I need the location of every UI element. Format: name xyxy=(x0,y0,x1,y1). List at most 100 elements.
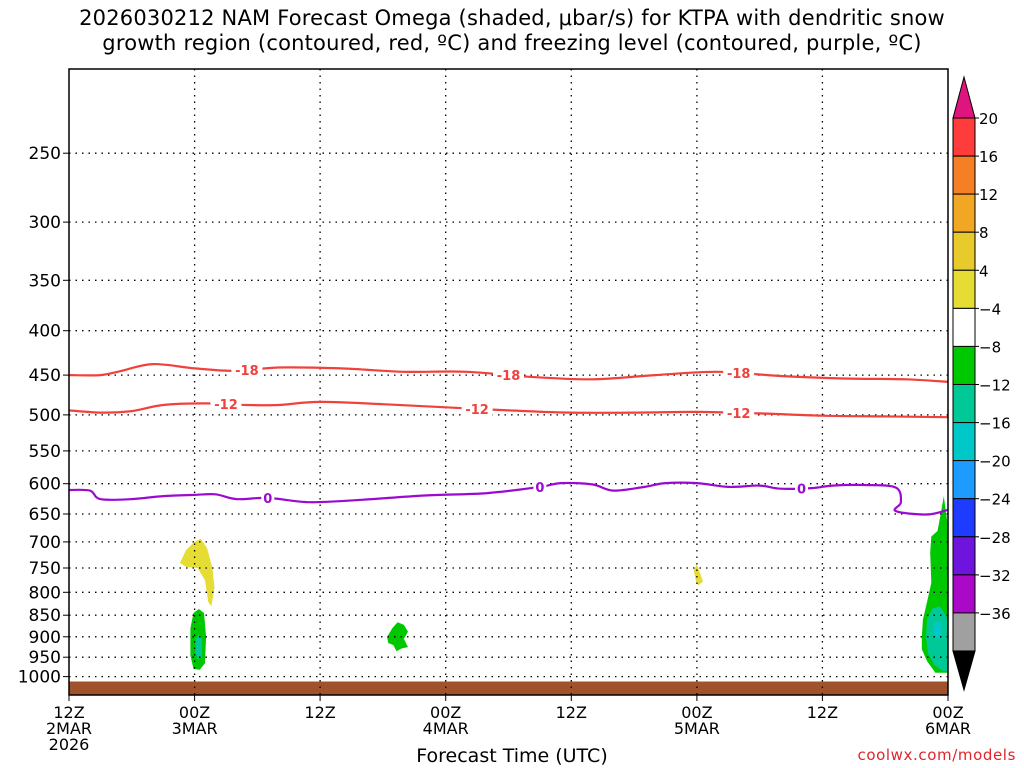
omega-teal-region xyxy=(195,634,202,660)
colorbar-label: 4 xyxy=(979,262,989,280)
contour-label: -12 xyxy=(214,398,238,413)
time-tick-label: 12Z xyxy=(556,703,587,722)
omega-yellow-region xyxy=(693,564,704,586)
contour-label: -12 xyxy=(465,403,489,418)
colorbar-swatch xyxy=(952,307,976,347)
pressure-tick-label: 700 xyxy=(29,533,61,553)
pressure-tick-label: 600 xyxy=(29,475,61,495)
contour-line xyxy=(69,400,948,419)
pressure-tick-label: 650 xyxy=(29,505,61,525)
colorbar-swatch xyxy=(952,536,976,576)
plot-frame xyxy=(68,68,949,696)
colorbar-label: −32 xyxy=(979,567,1011,585)
pressure-tick-label: 950 xyxy=(29,648,61,668)
contour-label: 0 xyxy=(263,492,272,507)
contour-label-background xyxy=(210,396,242,412)
contour-label: -18 xyxy=(727,367,751,382)
contour-label: -18 xyxy=(235,364,259,379)
colorbar-label: 8 xyxy=(979,224,989,242)
colorbar-label: −28 xyxy=(979,529,1011,547)
colorbar-swatch xyxy=(952,422,976,462)
colorbar-top-arrow xyxy=(952,75,976,119)
contour-label-background xyxy=(231,362,263,378)
time-tick-label: 12Z xyxy=(807,703,838,722)
omega-shading-layer xyxy=(69,496,948,695)
contour-label-background xyxy=(723,404,755,420)
ground-surface xyxy=(69,681,948,695)
omega-green-region xyxy=(387,622,408,652)
colorbar-label: −16 xyxy=(979,415,1011,433)
time-tick-label: 00Z xyxy=(932,703,963,722)
omega-cyan-region xyxy=(933,620,942,639)
contour-label-background xyxy=(261,489,275,505)
colorbar-swatch xyxy=(952,384,976,424)
colorbar-label: −36 xyxy=(979,605,1011,623)
colorbar-swatch xyxy=(952,117,976,157)
time-tick-label: 2026 xyxy=(49,735,90,754)
pressure-tick-label: 850 xyxy=(29,606,61,626)
contour-label-background xyxy=(795,480,808,496)
colorbar-swatch xyxy=(952,498,976,538)
contour-label: 0 xyxy=(797,482,806,497)
colorbar-swatch xyxy=(952,345,976,385)
colorbar-label: −24 xyxy=(979,491,1011,509)
chart-title-line2: growth region (contoured, red, ºC) and f… xyxy=(102,31,922,55)
colorbar-bottom-arrow xyxy=(952,650,976,692)
contour-label-background xyxy=(493,367,524,383)
colorbar-label: −12 xyxy=(979,377,1011,395)
pressure-tick-label: 750 xyxy=(29,559,61,579)
time-tick-label: 5MAR xyxy=(674,719,720,738)
contour-label-background xyxy=(533,478,547,494)
colorbar-swatch xyxy=(952,269,976,309)
contour-label-background xyxy=(461,400,493,416)
chart-title: 2026030212 NAM Forecast Omega (shaded, μ… xyxy=(0,6,1024,56)
colorbar-label: 16 xyxy=(979,148,998,166)
time-tick-label: 12Z xyxy=(53,703,84,722)
x-axis-title: Forecast Time (UTC) xyxy=(416,745,608,767)
contour-line xyxy=(69,481,948,516)
colorbar-swatch xyxy=(952,231,976,271)
contour-label: -12 xyxy=(727,407,751,422)
colorbar-label: −4 xyxy=(979,300,1001,318)
pressure-tick-label: 550 xyxy=(29,442,61,462)
chart-title-line1: 2026030212 NAM Forecast Omega (shaded, μ… xyxy=(79,6,945,30)
pressure-tick-label: 800 xyxy=(29,583,61,603)
time-tick-label: 00Z xyxy=(681,703,712,722)
pressure-tick-label: 400 xyxy=(29,322,61,342)
pressure-tick-label: 1000 xyxy=(18,668,61,688)
time-tick-label: 12Z xyxy=(304,703,335,722)
time-tick-label: 00Z xyxy=(430,703,461,722)
omega-yellow-region xyxy=(179,538,215,607)
pressure-tick-label: 300 xyxy=(29,213,61,233)
colorbar-swatch xyxy=(952,193,976,233)
pressure-tick-label: 900 xyxy=(29,628,61,648)
colorbar-swatch xyxy=(952,612,976,652)
omega-teal-region xyxy=(926,606,948,671)
contour-label: -18 xyxy=(497,369,521,384)
time-tick-label: 2MAR xyxy=(46,719,92,738)
colorbar-swatch xyxy=(952,574,976,614)
pressure-axis: 2503003504004505005506006507007508008509… xyxy=(18,144,69,688)
omega-colorbar: 20 16 12 8 4 −4 −8 −12 −16 −20 −24 −28 −32 −36 xyxy=(952,75,1011,692)
contour-line xyxy=(69,362,948,383)
contour-label: 0 xyxy=(535,481,544,496)
colorbar-swatch xyxy=(952,155,976,195)
colorbar-label: 20 xyxy=(979,110,998,128)
time-tick-label: 6MAR xyxy=(925,719,971,738)
isotherm-contour-layer: -18 -18 -18 -12 -12 -12 0 0 0 xyxy=(69,362,948,516)
pressure-tick-label: 350 xyxy=(29,271,61,291)
time-tick-label: 4MAR xyxy=(423,719,469,738)
pressure-tick-label: 250 xyxy=(29,144,61,164)
colorbar-label: −8 xyxy=(979,338,1001,356)
time-tick-label: 00Z xyxy=(179,703,210,722)
colorbar-label: 12 xyxy=(979,186,998,204)
time-tick-label: 3MAR xyxy=(172,719,218,738)
grid-layer xyxy=(69,69,948,695)
colorbar-label: −20 xyxy=(979,453,1011,471)
pressure-tick-label: 450 xyxy=(29,366,61,386)
pressure-tick-label: 500 xyxy=(29,406,61,426)
colorbar-swatch xyxy=(952,460,976,500)
contour-label-background xyxy=(723,365,755,381)
